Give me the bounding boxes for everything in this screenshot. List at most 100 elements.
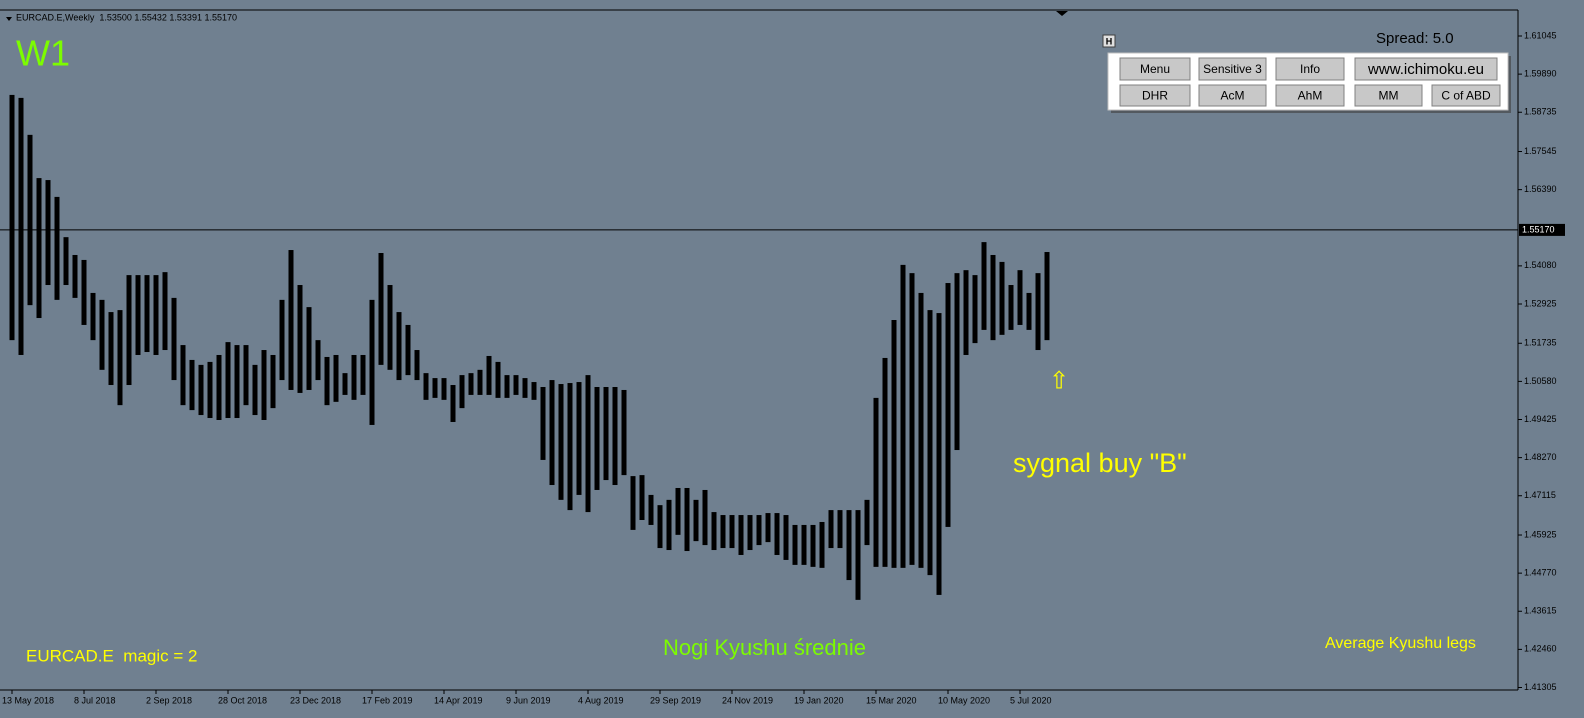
bar	[405, 324, 411, 376]
bar	[882, 357, 888, 567]
bar	[918, 292, 924, 568]
bar	[9, 94, 15, 341]
bar	[1035, 273, 1041, 351]
bar	[414, 350, 420, 381]
panel-button[interactable]: DHR	[1119, 84, 1191, 107]
bar	[819, 521, 825, 568]
bar	[765, 513, 771, 543]
button-label: MM	[1379, 89, 1399, 103]
bar	[936, 313, 942, 595]
bar	[495, 361, 501, 398]
button-face	[1275, 84, 1345, 107]
bar	[639, 475, 645, 520]
button-label: www.ichimoku.eu	[1367, 61, 1484, 78]
button-face	[1198, 57, 1267, 81]
bar	[603, 386, 609, 481]
bar	[864, 499, 870, 546]
button-face	[1198, 84, 1267, 107]
bar	[594, 386, 600, 490]
bar	[513, 375, 519, 395]
menu-arrow	[6, 17, 12, 21]
magic: EURCAD.E magic = 2	[26, 646, 197, 665]
x-tick-label: 28 Oct 2018	[218, 695, 267, 705]
bar	[945, 283, 951, 527]
bar	[522, 378, 528, 398]
bar	[873, 397, 879, 567]
bar	[99, 299, 105, 370]
x-tick-label: 8 Jul 2018	[74, 695, 116, 705]
current-price-label: 1.55170	[1522, 224, 1555, 234]
bar	[207, 361, 213, 419]
panel-button[interactable]: Sensitive 3	[1198, 57, 1267, 81]
bar	[963, 270, 969, 355]
signal: sygnal buy "B"	[1013, 448, 1187, 478]
bar	[63, 237, 69, 286]
bar	[684, 487, 690, 552]
bar	[891, 320, 897, 568]
bar	[657, 505, 663, 549]
panel-button[interactable]: Menu	[1119, 57, 1191, 81]
y-tick-label: 1.61045	[1524, 30, 1557, 40]
bar	[252, 364, 258, 416]
bar	[846, 510, 852, 581]
bar	[198, 364, 204, 416]
bar	[666, 499, 672, 551]
bar	[135, 275, 141, 355]
bar	[54, 196, 60, 300]
panel-button[interactable]: AhM	[1275, 84, 1345, 107]
bar	[450, 385, 456, 422]
y-tick-label: 1.56390	[1524, 184, 1557, 194]
panel-button[interactable]: AcM	[1198, 84, 1267, 107]
bar	[171, 297, 177, 381]
bar	[144, 275, 150, 353]
panel-header[interactable]	[1102, 34, 1116, 48]
y-tick-label: 1.41305	[1524, 682, 1557, 692]
bar	[126, 275, 132, 386]
bar	[909, 273, 915, 565]
bar	[801, 524, 807, 565]
bar	[477, 369, 483, 395]
bar	[108, 312, 114, 386]
bar	[369, 299, 375, 425]
bar	[270, 354, 276, 409]
panel-button[interactable]: www.ichimoku.eu	[1354, 57, 1498, 81]
bar	[297, 285, 303, 393]
button-face	[1275, 57, 1345, 81]
bar	[351, 354, 357, 400]
bar	[675, 487, 681, 535]
bar	[1017, 270, 1023, 325]
bar	[567, 383, 573, 511]
bar	[504, 375, 510, 398]
panel-button[interactable]: MM	[1354, 84, 1423, 107]
bar	[927, 310, 933, 576]
button-face	[1354, 57, 1498, 81]
bar	[396, 312, 402, 381]
x-tick-label: 15 Mar 2020	[866, 695, 917, 705]
bar	[423, 373, 429, 400]
y-tick-label: 1.51735	[1524, 338, 1557, 348]
bar	[792, 524, 798, 565]
y-tick-label: 1.59890	[1524, 69, 1557, 79]
x-tick-label: 29 Sep 2019	[650, 695, 701, 705]
bar	[531, 382, 537, 400]
bar	[729, 515, 735, 549]
bar	[162, 272, 168, 351]
panel-button[interactable]: C of ABD	[1431, 84, 1501, 107]
y-tick-label: 1.54080	[1524, 260, 1557, 270]
bar	[234, 345, 240, 419]
bar	[459, 375, 465, 409]
bar	[810, 524, 816, 567]
button-face	[1431, 84, 1501, 107]
button-face	[1119, 84, 1191, 107]
bar	[630, 476, 636, 530]
panel-button[interactable]: Info	[1275, 57, 1345, 81]
x-tick-label: 4 Aug 2019	[578, 695, 624, 705]
bar	[621, 389, 627, 476]
y-tick-label: 1.52925	[1524, 298, 1557, 308]
bar	[153, 275, 159, 355]
spread: Spread: 5.0	[1376, 30, 1454, 47]
bar	[990, 254, 996, 341]
y-tick-label: 1.50580	[1524, 376, 1557, 386]
current-price-box	[1519, 223, 1565, 236]
